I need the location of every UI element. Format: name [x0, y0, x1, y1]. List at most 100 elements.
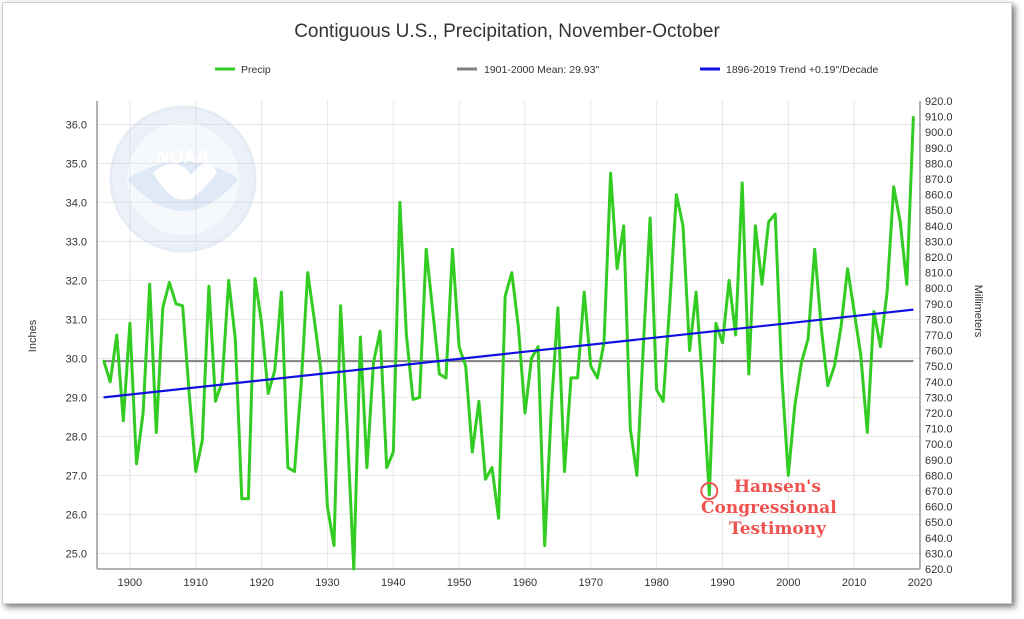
data-point — [517, 326, 520, 329]
y2-tick-label: 720.0 — [925, 408, 953, 420]
data-point — [774, 213, 776, 215]
data-point — [906, 283, 908, 286]
data-point — [102, 359, 105, 362]
data-point — [767, 221, 770, 223]
y-tick-label: 29.0 — [66, 392, 87, 404]
data-point — [313, 318, 316, 321]
legend-label-mean: 1901-2000 Mean: 29.93" — [484, 64, 600, 76]
y2-tick-label: 700.0 — [925, 439, 953, 451]
data-point — [115, 334, 118, 336]
y-tick-label: 27.0 — [66, 470, 87, 482]
data-point — [385, 466, 388, 469]
data-point — [247, 498, 250, 500]
data-point — [616, 267, 618, 270]
data-point — [636, 474, 638, 477]
data-point — [221, 381, 223, 383]
y2-tick-label: 790.0 — [925, 299, 953, 311]
y2-tick-label: 630.0 — [925, 548, 953, 560]
data-point — [241, 498, 243, 500]
x-tick-label: 1980 — [644, 577, 668, 589]
data-point — [287, 466, 289, 469]
data-point — [590, 365, 592, 368]
data-point — [609, 172, 612, 174]
data-point — [543, 544, 546, 547]
x-tick-label: 1930 — [315, 577, 339, 589]
data-point — [524, 412, 526, 414]
y2-tick-label: 730.0 — [925, 392, 953, 404]
y-axis-label: Inches — [27, 319, 39, 352]
x-tick-label: 1990 — [710, 577, 734, 589]
y-tick-label: 35.0 — [66, 158, 87, 170]
data-point — [708, 494, 711, 496]
data-point — [629, 427, 632, 430]
data-point — [346, 427, 348, 430]
data-point — [741, 182, 744, 184]
data-point — [208, 285, 210, 288]
data-point — [754, 225, 757, 227]
y2-tick-label: 740.0 — [925, 377, 953, 389]
x-tick-label: 1960 — [513, 577, 537, 589]
data-point — [445, 377, 447, 379]
data-point — [438, 373, 441, 375]
x-tick-labels: 1900 1910 1920 1930 1940 1950 1960 1970 1980 1990… — [118, 577, 933, 589]
data-point — [807, 338, 809, 340]
y2-tick-label: 820.0 — [925, 252, 953, 264]
data-point — [662, 400, 665, 403]
data-point — [168, 281, 171, 284]
data-point — [859, 353, 862, 356]
data-point — [142, 412, 144, 414]
data-point — [352, 568, 355, 570]
data-point — [794, 404, 796, 407]
data-point — [642, 342, 645, 344]
data-point — [339, 304, 342, 307]
data-point — [892, 186, 895, 188]
data-point — [379, 330, 381, 332]
trend-line — [103, 308, 914, 399]
chart-svg: NOAA Contiguous U.S., Precipitation, Nov… — [27, 21, 984, 589]
data-point — [399, 201, 401, 204]
data-point — [201, 439, 204, 442]
data-point — [471, 451, 474, 453]
y2-tick-label: 800.0 — [925, 283, 953, 295]
data-point — [780, 373, 783, 375]
data-point — [366, 466, 368, 469]
y2-tick-labels: 620.0 630.0 640.0 650.0 660.0 670.0 680.0 690.0… — [925, 96, 953, 576]
x-tick-label: 1900 — [118, 577, 142, 589]
y2-tick-label: 910.0 — [925, 112, 953, 124]
chart-frame: NOAA Contiguous U.S., Precipitation, Nov… — [2, 2, 1012, 604]
data-point — [510, 271, 513, 274]
y2-tick-label: 920.0 — [925, 96, 953, 108]
y2-tick-label: 860.0 — [925, 190, 953, 202]
data-point — [827, 384, 829, 387]
data-point — [603, 342, 605, 344]
y2-tick-label: 650.0 — [925, 517, 953, 529]
y2-tick-label: 680.0 — [925, 470, 953, 482]
data-point — [392, 451, 395, 453]
y-tick-label: 30.0 — [66, 353, 87, 365]
data-point — [214, 400, 217, 403]
y2-tick-label: 890.0 — [925, 143, 953, 155]
y-tick-label: 33.0 — [66, 236, 87, 248]
data-point — [583, 291, 586, 293]
legend-label-trend: 1896-2019 Trend +0.19"/Decade — [726, 64, 878, 76]
x-tick-label: 1920 — [249, 577, 273, 589]
annotation-marker — [700, 482, 719, 500]
data-point — [484, 478, 487, 481]
data-point — [260, 322, 263, 325]
y-tick-label: 34.0 — [66, 197, 87, 209]
y2-tick-label: 870.0 — [925, 174, 953, 186]
data-point — [227, 279, 230, 282]
data-point — [530, 357, 533, 360]
data-point — [649, 217, 651, 219]
data-point — [886, 291, 888, 293]
data-point — [148, 283, 151, 286]
data-point — [688, 349, 691, 352]
data-point — [431, 310, 434, 313]
data-point — [721, 342, 724, 344]
annotation-line-2: Congressional — [701, 498, 837, 518]
data-point — [280, 291, 283, 293]
data-point — [254, 277, 256, 280]
x-tick-label: 2020 — [908, 577, 932, 589]
data-point — [333, 544, 335, 547]
x-tick-label: 1910 — [184, 577, 208, 589]
